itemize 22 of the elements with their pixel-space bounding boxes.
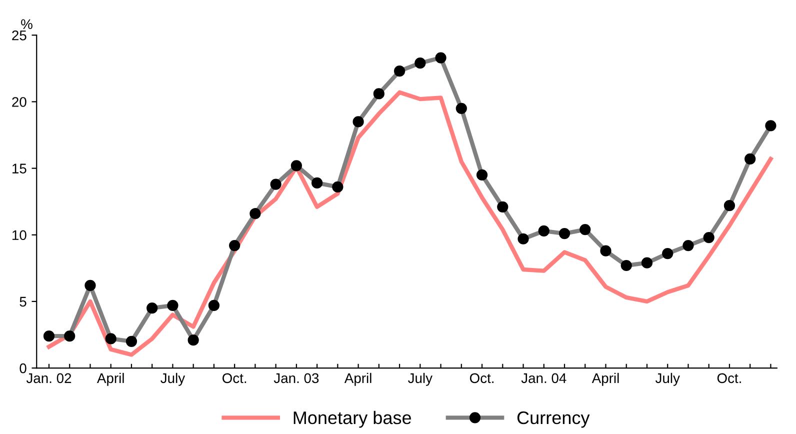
y-tick-label: 10 — [12, 230, 26, 240]
y-tick-label: 15 — [12, 164, 26, 174]
x-tick-label: Oct. — [717, 373, 741, 384]
y-tick-label: 20 — [12, 97, 26, 107]
x-tick-label: July — [655, 372, 680, 386]
x-tick-label: April — [344, 372, 372, 386]
x-tick-label: July — [160, 372, 186, 386]
line-series — [46, 90, 773, 357]
y-tick-label: 0 — [20, 363, 26, 374]
x-tick-label: Jan. 03 — [274, 373, 319, 384]
x-tick-label: Oct. — [222, 373, 246, 384]
x-tick-label: Jan. 04 — [521, 373, 566, 384]
y-axis-title: % — [21, 19, 32, 30]
x-tick-label: Oct. — [470, 373, 494, 384]
x-tick-label: April — [96, 372, 124, 386]
y-tick-label: 5 — [20, 296, 26, 307]
x-tick-label: Jan. 02 — [26, 373, 72, 384]
legend-label: Currency — [517, 411, 590, 428]
x-tick-label: July — [408, 372, 432, 386]
legend-label: Monetary base — [294, 410, 411, 428]
y-tick-label: 25 — [12, 30, 26, 40]
x-tick-label: April — [592, 372, 619, 386]
